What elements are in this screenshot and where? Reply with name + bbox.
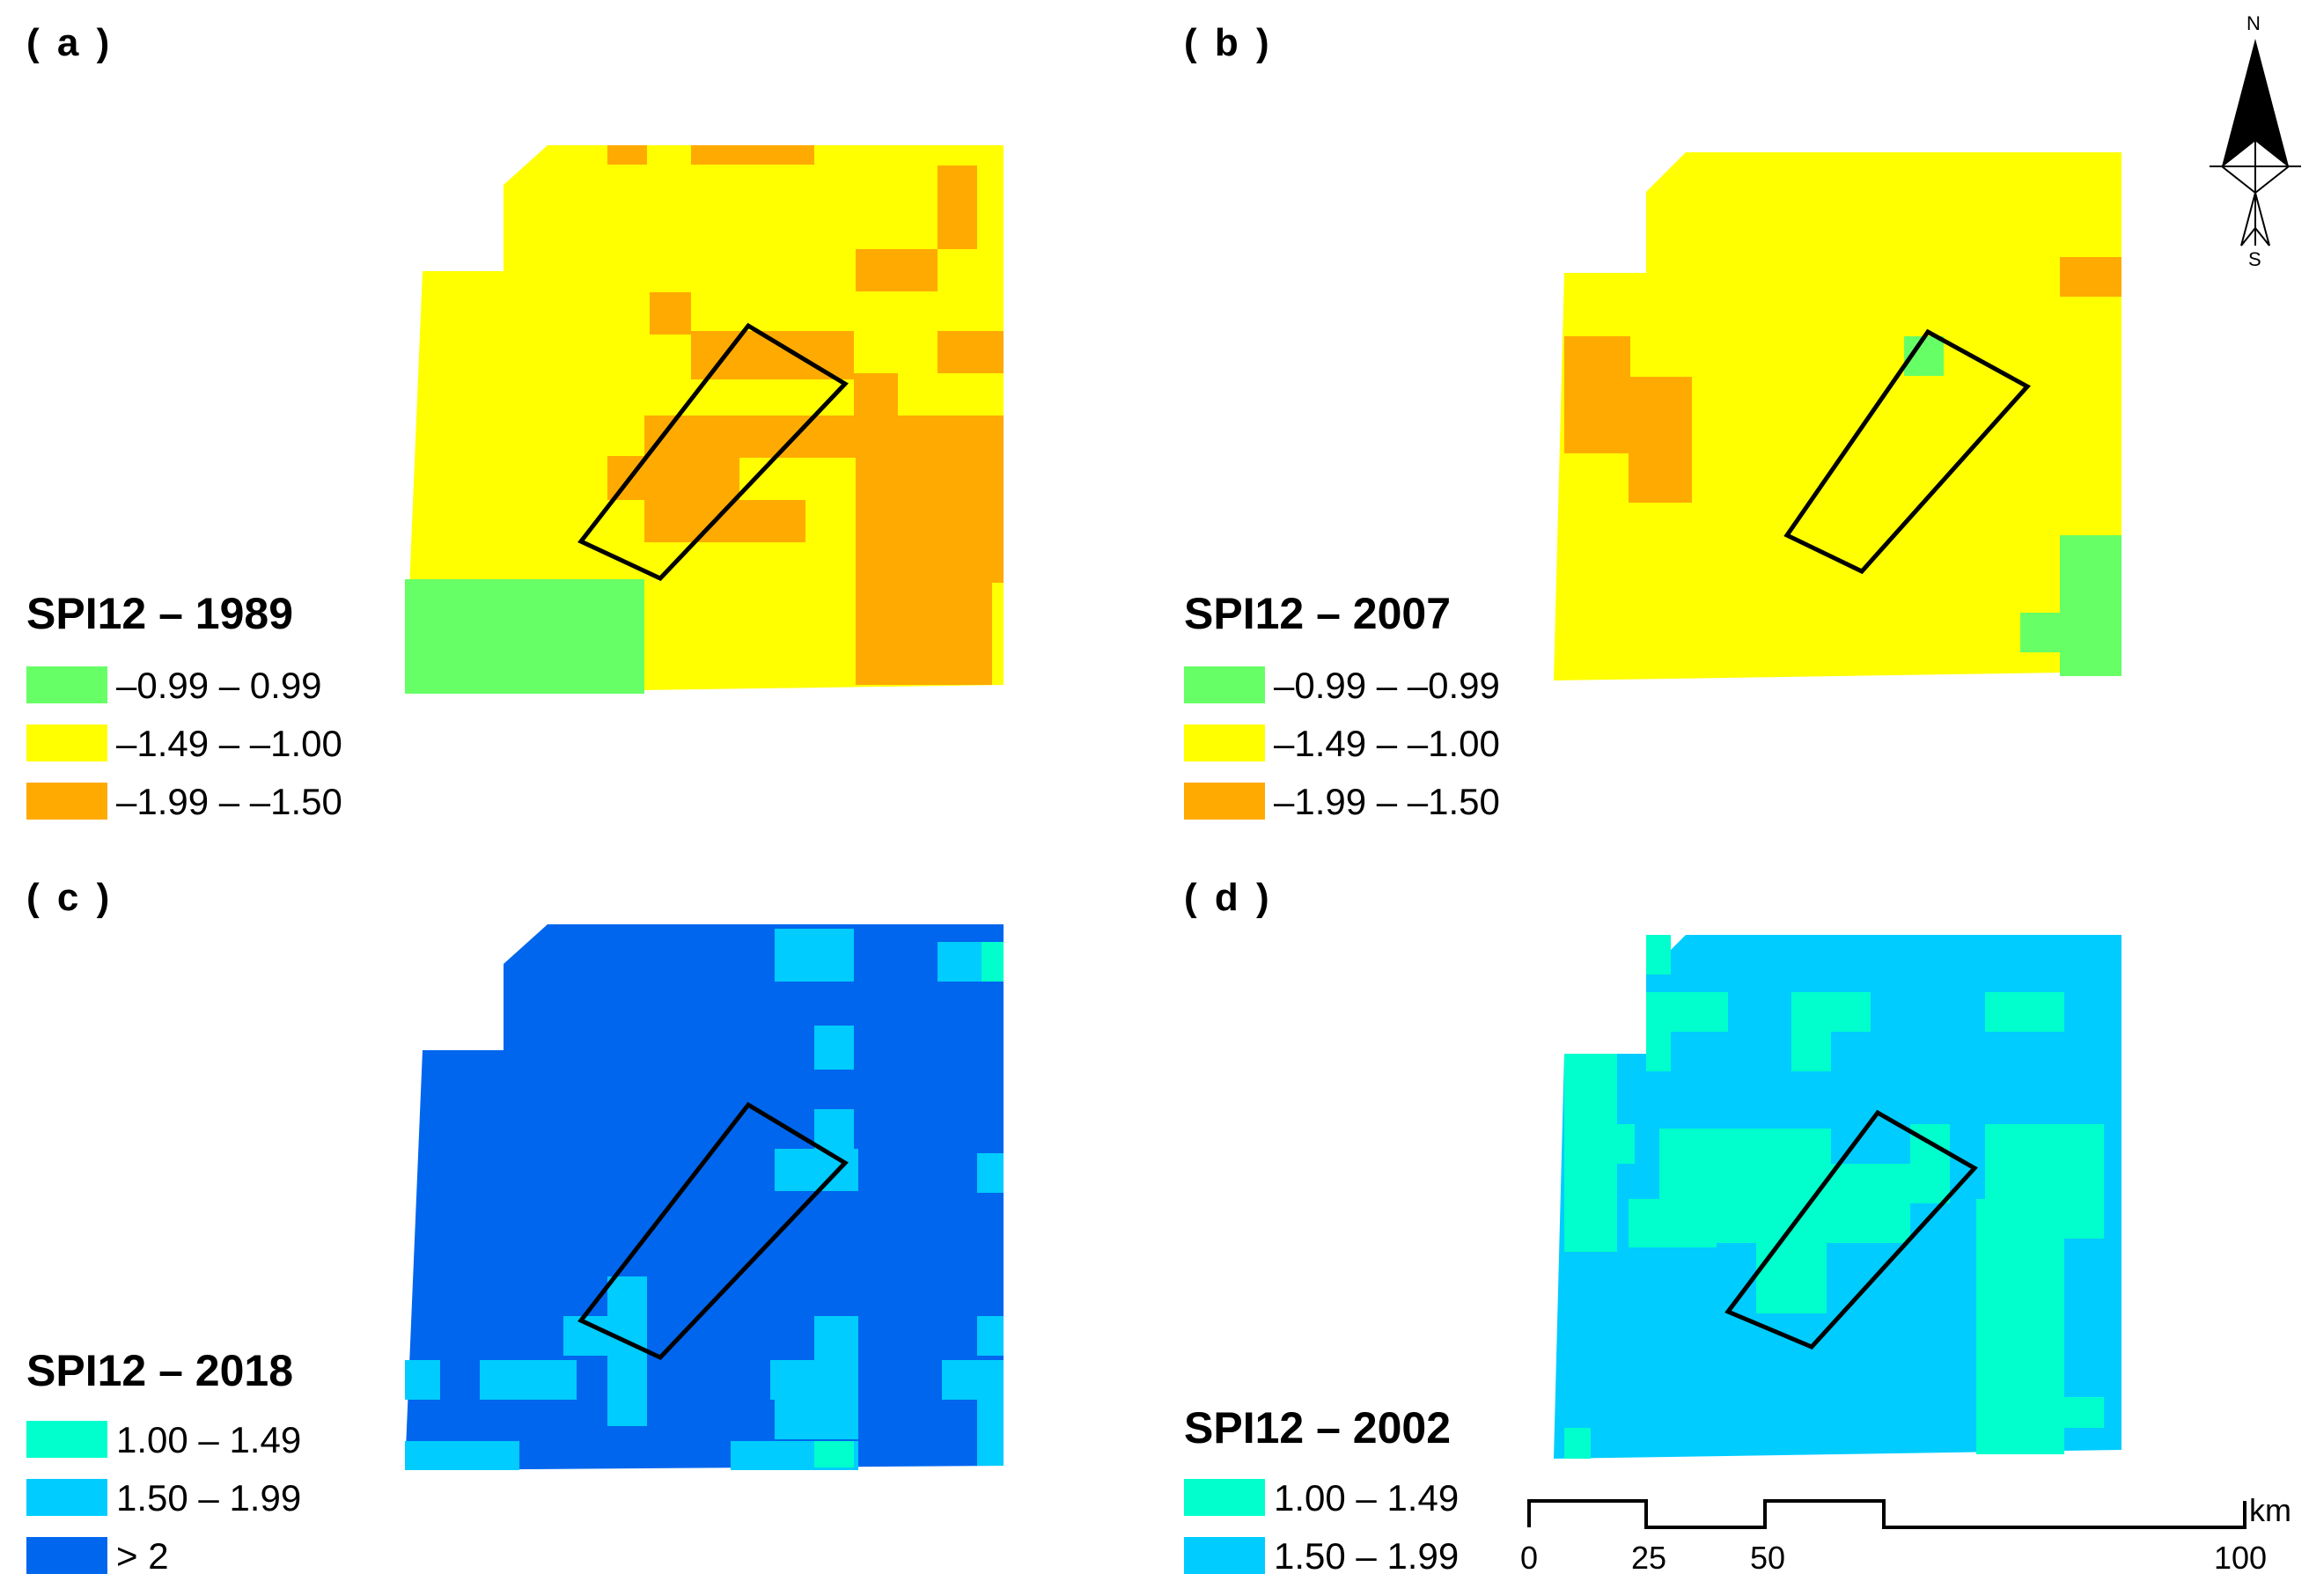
legend-label: –0.99 – –0.99: [1274, 665, 1500, 706]
legend-label: –1.49 – –1.00: [116, 723, 342, 764]
map-panel-c: [405, 924, 1004, 1470]
legend-swatch: [26, 666, 107, 703]
legend-label: > 2: [116, 1535, 169, 1577]
legend-swatch: [26, 783, 107, 820]
scale-tick: 25: [1631, 1540, 1667, 1576]
legend-row: –0.99 – 0.99: [26, 665, 484, 706]
legend-row: 1.00 – 1.49: [1184, 1477, 1642, 1519]
legend-label: –1.49 – –1.00: [1274, 723, 1500, 764]
legend-label: –0.99 – 0.99: [116, 665, 322, 706]
map-a-orange-cells: [607, 145, 1004, 685]
legend-label: 1.50 – 1.99: [1274, 1535, 1460, 1577]
map-panel-a: [405, 145, 1004, 694]
legend-swatch: [26, 1537, 107, 1574]
scale-unit: km: [2249, 1492, 2291, 1528]
legend-title-c: SPI12 – 2018: [26, 1346, 294, 1395]
panel-label-a: ( a ): [26, 21, 114, 64]
panel-label-d: ( d ): [1184, 876, 1273, 919]
scale-bar: 0 25 50 100 km: [1510, 1492, 2302, 1589]
legend-swatch: [1184, 1479, 1265, 1516]
legend-swatch: [26, 1479, 107, 1516]
north-arrow-icon: [2210, 39, 2301, 246]
map-c-sky-cells: [405, 929, 1004, 1470]
legend-label: 1.00 – 1.49: [1274, 1477, 1460, 1519]
map-b-orange-cells: [1564, 257, 2121, 503]
legend-title-a: SPI12 – 1989: [26, 589, 294, 638]
map-b-green-cells: [1904, 336, 2121, 676]
study-area-outline: [577, 1101, 849, 1361]
map-d-aqua-cells: [1564, 935, 2104, 1459]
panel-label-b: ( b ): [1184, 21, 1273, 64]
legend-row: –1.99 – –1.50: [1184, 781, 1642, 822]
map-c-aqua-cells: [982, 942, 1004, 982]
map-b-region-base: [1554, 152, 2121, 680]
legend-row: 1.00 – 1.49: [26, 1419, 484, 1460]
legend-label: 1.50 – 1.99: [116, 1477, 302, 1519]
north-label: N: [2246, 12, 2261, 34]
map-c-aqua-cells: [814, 1441, 854, 1467]
legend-label: –1.99 – –1.50: [1274, 781, 1500, 822]
panel-label-c: ( c ): [26, 876, 114, 919]
scale-bar-graphic: [1527, 1499, 2246, 1529]
map-panel-b: [1554, 152, 2121, 680]
legend-swatch: [1184, 783, 1265, 820]
legend-swatch: [1184, 1537, 1265, 1574]
legend-row: –1.49 – –1.00: [26, 723, 484, 764]
scale-tick: 0: [1520, 1540, 1539, 1576]
legend-swatch: [26, 1421, 107, 1458]
legend-row: 1.50 – 1.99: [26, 1477, 484, 1519]
legend-swatch: [1184, 724, 1265, 761]
legend-swatch: [26, 724, 107, 761]
map-a-green-cells: [405, 579, 644, 694]
legend-row: > 2: [26, 1535, 484, 1577]
study-area-outline: [1783, 328, 2031, 575]
legend-row: 1.50 – 1.99: [1184, 1535, 1642, 1577]
legend-label: 1.00 – 1.49: [116, 1419, 302, 1460]
legend-label: –1.99 – –1.50: [116, 781, 342, 822]
south-label: S: [2248, 248, 2261, 270]
legend-title-b: SPI12 – 2007: [1184, 589, 1452, 638]
legend-title-d: SPI12 – 2002: [1184, 1403, 1452, 1453]
study-area-outline: [1724, 1109, 1978, 1350]
north-arrow: N S: [2201, 12, 2309, 276]
legend-swatch: [1184, 666, 1265, 703]
scale-tick: 50: [1750, 1540, 1786, 1576]
legend-row: –0.99 – –0.99: [1184, 665, 1642, 706]
study-area-outline: [577, 322, 849, 582]
map-panel-d: [1554, 935, 2121, 1459]
legend-row: –1.99 – –1.50: [26, 781, 484, 822]
legend-row: –1.49 – –1.00: [1184, 723, 1642, 764]
scale-tick: 100: [2214, 1540, 2268, 1576]
